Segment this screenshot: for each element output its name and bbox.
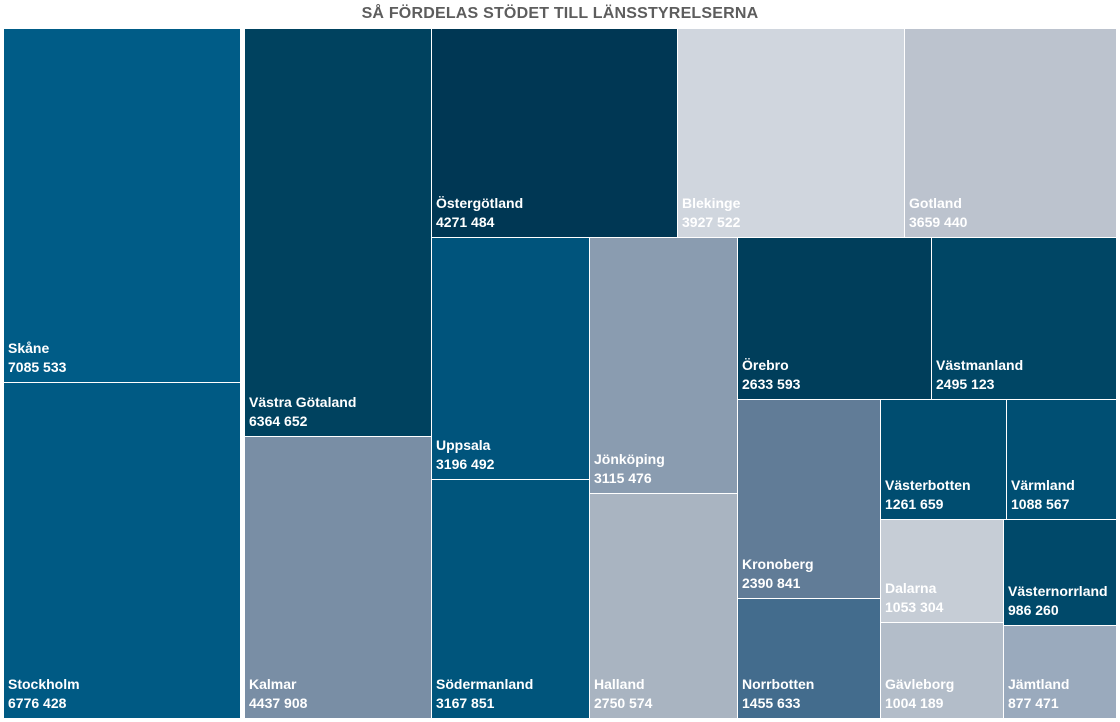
cell-value: 6776 428 bbox=[8, 695, 67, 711]
cell-value: 3115 476 bbox=[594, 470, 652, 486]
treemap-cell-skane: Skåne 7085 533 bbox=[4, 29, 241, 383]
treemap-cell-vastmanland: Västmanland 2495 123 bbox=[932, 238, 1117, 400]
treemap-cell-sodermanland: Södermanland 3167 851 bbox=[432, 480, 590, 719]
cell-label-group: Västerbotten 1261 659 bbox=[885, 476, 971, 514]
treemap-cell-jamtland: Jämtland 877 471 bbox=[1004, 626, 1117, 719]
cell-value: 3927 522 bbox=[682, 214, 741, 230]
cell-value: 7085 533 bbox=[8, 359, 67, 375]
cell-name: Jönköping bbox=[594, 451, 665, 467]
cell-label-group: Halland 2750 574 bbox=[594, 675, 652, 713]
cell-name: Västerbotten bbox=[885, 477, 971, 493]
cell-name: Östergötland bbox=[436, 195, 524, 211]
cell-label-group: Örebro 2633 593 bbox=[742, 356, 800, 394]
treemap-cell-varmland: Värmland 1088 567 bbox=[1007, 400, 1117, 520]
cell-name: Södermanland bbox=[436, 676, 534, 692]
cell-value: 1088 567 bbox=[1011, 496, 1070, 512]
cell-value: 877 471 bbox=[1008, 695, 1059, 711]
cell-value: 2495 123 bbox=[936, 376, 995, 392]
treemap-cell-halland: Halland 2750 574 bbox=[590, 494, 738, 719]
cell-label-group: Stockholm 6776 428 bbox=[8, 675, 80, 713]
treemap-cell-norrbotten: Norrbotten 1455 633 bbox=[738, 599, 881, 719]
treemap-cell-uppsala: Uppsala 3196 492 bbox=[432, 238, 590, 480]
treemap-cell-ostergotland: Östergötland 4271 484 bbox=[432, 29, 678, 238]
cell-name: Skåne bbox=[8, 340, 50, 356]
treemap-cell-gotland: Gotland 3659 440 bbox=[905, 29, 1117, 238]
cell-name: Norrbotten bbox=[742, 676, 815, 692]
cell-name: Gotland bbox=[909, 195, 962, 211]
treemap-cell-vasterbotten: Västerbotten 1261 659 bbox=[881, 400, 1007, 520]
cell-label-group: Norrbotten 1455 633 bbox=[742, 675, 814, 713]
cell-name: Västernorrland bbox=[1008, 583, 1108, 599]
cell-value: 1455 633 bbox=[742, 695, 801, 711]
treemap-cell-blekinge: Blekinge 3927 522 bbox=[678, 29, 905, 238]
cell-name: Uppsala bbox=[436, 437, 491, 453]
cell-name: Jämtland bbox=[1008, 676, 1070, 692]
treemap-cell-kalmar: Kalmar 4437 908 bbox=[245, 437, 432, 719]
cell-value: 4437 908 bbox=[249, 695, 308, 711]
cell-value: 1053 304 bbox=[885, 599, 944, 615]
cell-name: Örebro bbox=[742, 357, 789, 373]
cell-label-group: Värmland 1088 567 bbox=[1011, 476, 1075, 514]
treemap-cell-dalarna: Dalarna 1053 304 bbox=[881, 520, 1004, 623]
cell-value: 1004 189 bbox=[885, 695, 944, 711]
cell-value: 986 260 bbox=[1008, 602, 1059, 618]
treemap: Skåne 7085 533 Stockholm 6776 428 Västra Göt… bbox=[4, 29, 1117, 719]
cell-name: Halland bbox=[594, 676, 645, 692]
cell-value: 1261 659 bbox=[885, 496, 944, 512]
cell-label-group: Kronoberg 2390 841 bbox=[742, 555, 814, 593]
cell-label-group: Västmanland 2495 123 bbox=[936, 356, 1023, 394]
cell-label-group: Jämtland 877 471 bbox=[1008, 675, 1069, 713]
cell-name: Kronoberg bbox=[742, 556, 814, 572]
treemap-cell-vastra-gotaland: Västra Götaland 6364 652 bbox=[245, 29, 432, 437]
treemap-cell-orebro: Örebro 2633 593 bbox=[738, 238, 932, 400]
cell-name: Stockholm bbox=[8, 676, 80, 692]
cell-label-group: Dalarna 1053 304 bbox=[885, 579, 943, 617]
cell-value: 6364 652 bbox=[249, 413, 308, 429]
cell-label-group: Gotland 3659 440 bbox=[909, 194, 967, 232]
cell-label-group: Västernorrland 986 260 bbox=[1008, 582, 1108, 620]
cell-name: Värmland bbox=[1011, 477, 1075, 493]
cell-value: 3659 440 bbox=[909, 214, 968, 230]
treemap-cell-gavleborg: Gävleborg 1004 189 bbox=[881, 623, 1004, 719]
treemap-cell-stockholm: Stockholm 6776 428 bbox=[4, 383, 241, 719]
cell-value: 2750 574 bbox=[594, 695, 653, 711]
cell-value: 4271 484 bbox=[436, 214, 495, 230]
chart-title: SÅ FÖRDELAS STÖDET TILL LÄNSSTYRELSERNA bbox=[361, 5, 759, 22]
cell-name: Kalmar bbox=[249, 676, 297, 692]
cell-name: Västra Götaland bbox=[249, 394, 357, 410]
cell-value: 3167 851 bbox=[436, 695, 495, 711]
cell-value: 2390 841 bbox=[742, 575, 801, 591]
cell-name: Blekinge bbox=[682, 195, 741, 211]
cell-label-group: Jönköping 3115 476 bbox=[594, 450, 665, 488]
cell-value: 3196 492 bbox=[436, 456, 495, 472]
cell-label-group: Blekinge 3927 522 bbox=[682, 194, 740, 232]
cell-label-group: Skåne 7085 533 bbox=[8, 339, 66, 377]
cell-name: Dalarna bbox=[885, 580, 937, 596]
cell-label-group: Uppsala 3196 492 bbox=[436, 436, 494, 474]
cell-label-group: Kalmar 4437 908 bbox=[249, 675, 307, 713]
treemap-cell-jonkoping: Jönköping 3115 476 bbox=[590, 238, 738, 494]
treemap-cell-kronoberg: Kronoberg 2390 841 bbox=[738, 400, 881, 599]
cell-label-group: Södermanland 3167 851 bbox=[436, 675, 533, 713]
cell-name: Gävleborg bbox=[885, 676, 955, 692]
cell-label-group: Västra Götaland 6364 652 bbox=[249, 393, 356, 431]
cell-name: Västmanland bbox=[936, 357, 1024, 373]
treemap-cell-vasternorrland: Västernorrland 986 260 bbox=[1004, 520, 1117, 626]
cell-label-group: Gävleborg 1004 189 bbox=[885, 675, 954, 713]
cell-value: 2633 593 bbox=[742, 376, 801, 392]
cell-label-group: Östergötland 4271 484 bbox=[436, 194, 523, 232]
